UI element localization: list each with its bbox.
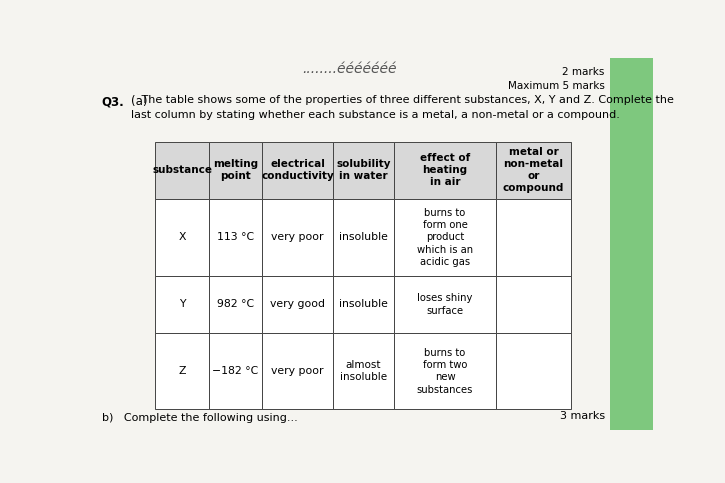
Text: −182 °C: −182 °C xyxy=(212,366,259,376)
Bar xyxy=(496,142,571,199)
Text: insoluble: insoluble xyxy=(339,299,388,309)
Text: metal or
non-metal
or
compound: metal or non-metal or compound xyxy=(503,147,564,193)
Text: (a): (a) xyxy=(131,95,148,108)
Bar xyxy=(262,199,333,275)
Text: electrical
conductivity: electrical conductivity xyxy=(261,159,334,182)
Text: insoluble: insoluble xyxy=(339,232,388,242)
Text: 2 marks
Maximum 5 marks: 2 marks Maximum 5 marks xyxy=(508,67,605,91)
Text: loses shiny
surface: loses shiny surface xyxy=(418,293,473,315)
Bar xyxy=(496,199,571,275)
Bar xyxy=(394,199,496,275)
Bar xyxy=(333,275,394,333)
Bar xyxy=(394,275,496,333)
Text: ........ééééééé: ........ééééééé xyxy=(302,62,397,76)
Text: burns to
form two
new
substances: burns to form two new substances xyxy=(417,348,473,395)
Text: X: X xyxy=(178,232,186,242)
Bar xyxy=(155,199,209,275)
Text: Y: Y xyxy=(179,299,186,309)
Bar xyxy=(155,333,209,410)
Text: 982 °C: 982 °C xyxy=(217,299,254,309)
Bar xyxy=(209,199,262,275)
Bar xyxy=(209,142,262,199)
Text: 3 marks: 3 marks xyxy=(560,411,605,421)
Text: The table shows some of the properties of three different substances, X, Y and Z: The table shows some of the properties o… xyxy=(131,95,674,120)
Bar xyxy=(262,333,333,410)
Text: burns to
form one
product
which is an
acidic gas: burns to form one product which is an ac… xyxy=(417,208,473,267)
Text: very poor: very poor xyxy=(271,366,324,376)
Text: almost
insoluble: almost insoluble xyxy=(340,360,387,383)
Bar xyxy=(209,275,262,333)
Bar xyxy=(394,142,496,199)
Bar xyxy=(333,333,394,410)
Text: Z: Z xyxy=(178,366,186,376)
Text: melting
point: melting point xyxy=(213,159,258,182)
Bar xyxy=(610,58,653,430)
Text: b)   Complete the following using...: b) Complete the following using... xyxy=(102,413,297,423)
Text: very poor: very poor xyxy=(271,232,324,242)
Text: Q3.: Q3. xyxy=(102,95,125,108)
Bar xyxy=(496,275,571,333)
Bar xyxy=(333,199,394,275)
Bar xyxy=(333,142,394,199)
Bar xyxy=(262,142,333,199)
Text: very good: very good xyxy=(270,299,325,309)
Bar xyxy=(496,333,571,410)
Text: substance: substance xyxy=(152,165,212,175)
Bar xyxy=(209,333,262,410)
Text: solubility
in water: solubility in water xyxy=(336,159,391,182)
Bar xyxy=(262,275,333,333)
Bar xyxy=(155,142,209,199)
Text: 113 °C: 113 °C xyxy=(217,232,254,242)
Text: effect of
heating
in air: effect of heating in air xyxy=(420,154,471,187)
Bar xyxy=(394,333,496,410)
Bar xyxy=(155,275,209,333)
